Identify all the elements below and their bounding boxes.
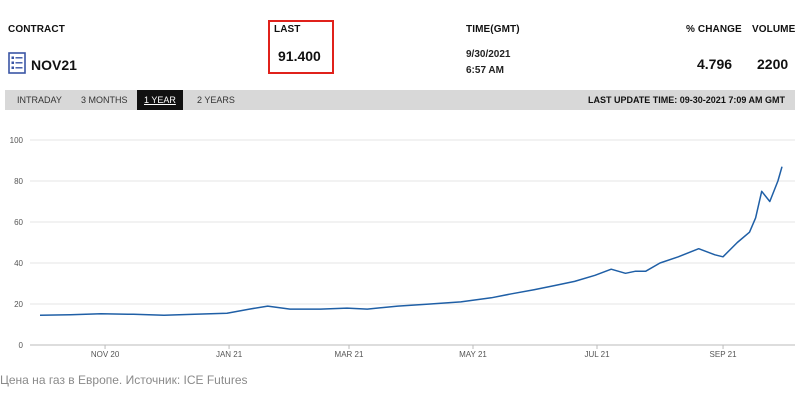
tab-1-year[interactable]: 1 YEAR (137, 90, 183, 110)
y-tick-label-100: 100 (10, 136, 24, 145)
price-line-chart[interactable]: 0 20 40 60 80 100 NOV 20 JAN 21 MAR 21 MAY 21 JUL … (0, 125, 800, 365)
price-series-line (39, 166, 783, 317)
x-tick-label-5: SEP 21 (710, 350, 738, 359)
contract-cell[interactable]: NOV21 (8, 52, 77, 74)
time-clock: 6:57 AM (466, 65, 504, 76)
last-update-time: LAST UPDATE TIME: 09-30-2021 7:09 AM GMT (587, 95, 785, 105)
tab-3-months[interactable]: 3 MONTHS (81, 95, 128, 105)
change-label: % CHANGE (686, 24, 742, 35)
y-tick-label-20: 20 (14, 300, 23, 309)
document-list-icon (8, 52, 26, 74)
x-tick-label-2: MAR 21 (335, 350, 364, 359)
contract-label: CONTRACT (8, 24, 65, 35)
x-tick-label-3: MAY 21 (459, 350, 487, 359)
tab-intraday[interactable]: INTRADAY (17, 95, 62, 105)
volume-value: 2200 (757, 56, 789, 72)
volume-label: VOLUME (752, 24, 796, 35)
last-price-highlight: LAST 91.400 (268, 20, 334, 74)
range-tab-bar: INTRADAY 3 MONTHS 1 YEAR 2 YEARS LAST UP… (5, 90, 795, 110)
y-tick-label-40: 40 (14, 259, 23, 268)
time-date: 9/30/2021 (466, 49, 511, 60)
last-price-value: 91.400 (278, 48, 321, 64)
x-tick-label-4: JUL 21 (584, 350, 610, 359)
x-tick-label-1: JAN 21 (216, 350, 243, 359)
last-label: LAST (274, 24, 301, 35)
time-label: TIME(GMT) (466, 24, 520, 35)
x-tick-label-0: NOV 20 (91, 350, 120, 359)
tab-2-years[interactable]: 2 YEARS (197, 95, 235, 105)
y-tick-label-60: 60 (14, 218, 23, 227)
image-caption: Цена на газ в Европе. Источник: ICE Futu… (0, 373, 248, 387)
change-value: 4.796 (697, 56, 733, 72)
y-tick-label-80: 80 (14, 177, 23, 186)
contract-name: NOV21 (31, 57, 77, 73)
y-tick-label-0: 0 (19, 341, 24, 350)
